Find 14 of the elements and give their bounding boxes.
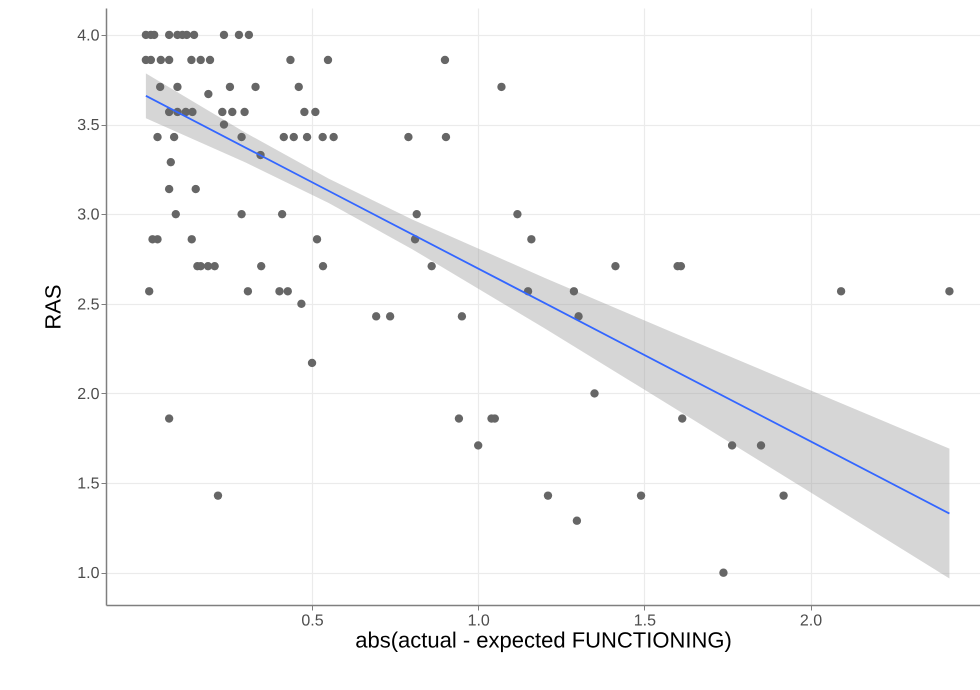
x-tick-label: 2.0 <box>800 612 822 630</box>
y-tick-label: 4.0 <box>77 27 100 44</box>
y-tick-label: 2.0 <box>77 386 100 403</box>
x-tick-label: 1.5 <box>634 612 656 630</box>
y-tick-label: 1.5 <box>77 476 100 493</box>
y-tick-label: 2.5 <box>77 296 100 314</box>
x-tick-label: 0.5 <box>301 612 324 630</box>
y-tick-label: 1.0 <box>77 565 100 582</box>
y-tick-label: 3.5 <box>77 117 100 134</box>
y-axis-title: RAS <box>40 284 66 330</box>
x-axis-title: abs(actual - expected FUNCTIONING) <box>355 628 732 652</box>
y-tick-label: 3.0 <box>77 206 100 224</box>
x-tick-label: 1.0 <box>468 612 490 630</box>
line-series <box>144 94 950 514</box>
